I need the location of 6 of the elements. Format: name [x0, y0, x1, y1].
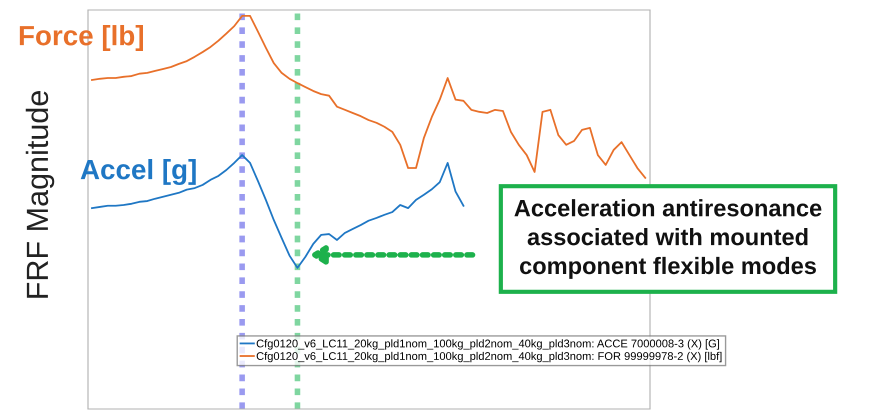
- legend-label: Cfg0120_v6_LC11_20kg_pld1nom_100kg_pld2nom_40kg_pld3nom: FOR 99999978-2 (X) [lbf]: [256, 352, 722, 362]
- annotation: Force [lb]: [20, 25, 143, 51]
- annotation: Accel [g]: [80, 158, 196, 186]
- y-axis-title: FRF Magnitude: [26, 91, 54, 298]
- legend-label: Cfg0120_v6_LC11_20kg_pld1nom_100kg_pld2nom_40kg_pld3nom: ACCE 7000008-3 (X) [G]: [256, 339, 720, 350]
- annotation: Acceleration antiresonance associated with mounted component flexible modes: [514, 199, 822, 279]
